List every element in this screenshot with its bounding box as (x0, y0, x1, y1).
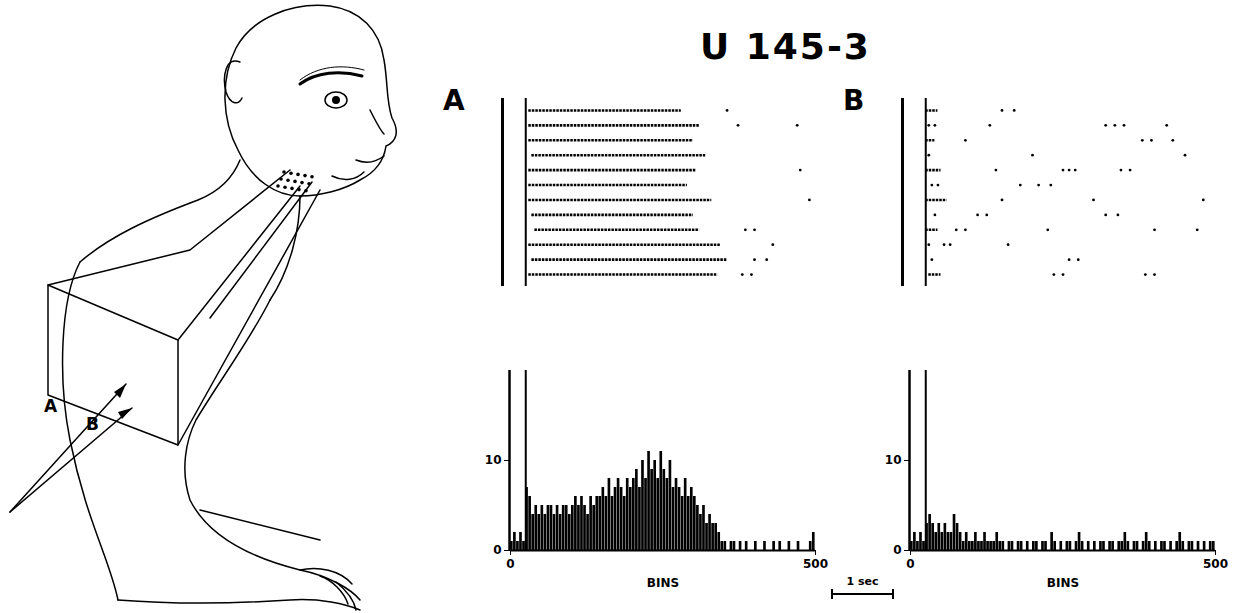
svg-text:1 sec: 1 sec (846, 575, 878, 588)
svg-text:0: 0 (506, 557, 514, 571)
svg-text:0: 0 (493, 543, 501, 557)
svg-text:500: 500 (1203, 557, 1228, 571)
svg-text:0: 0 (906, 557, 914, 571)
svg-text:BINS: BINS (1047, 576, 1079, 590)
html-text:B: B (843, 84, 865, 117)
svg-text:10: 10 (885, 453, 902, 467)
svg-text:B: B (86, 414, 99, 434)
svg-text:BINS: BINS (647, 576, 679, 590)
html-text:A: A (443, 84, 465, 117)
svg-text:500: 500 (803, 557, 828, 571)
svg-text:10: 10 (485, 453, 502, 467)
html-text:U 145-3: U 145-3 (700, 26, 871, 67)
svg-text:A: A (44, 396, 58, 416)
svg-text:0: 0 (893, 543, 901, 557)
